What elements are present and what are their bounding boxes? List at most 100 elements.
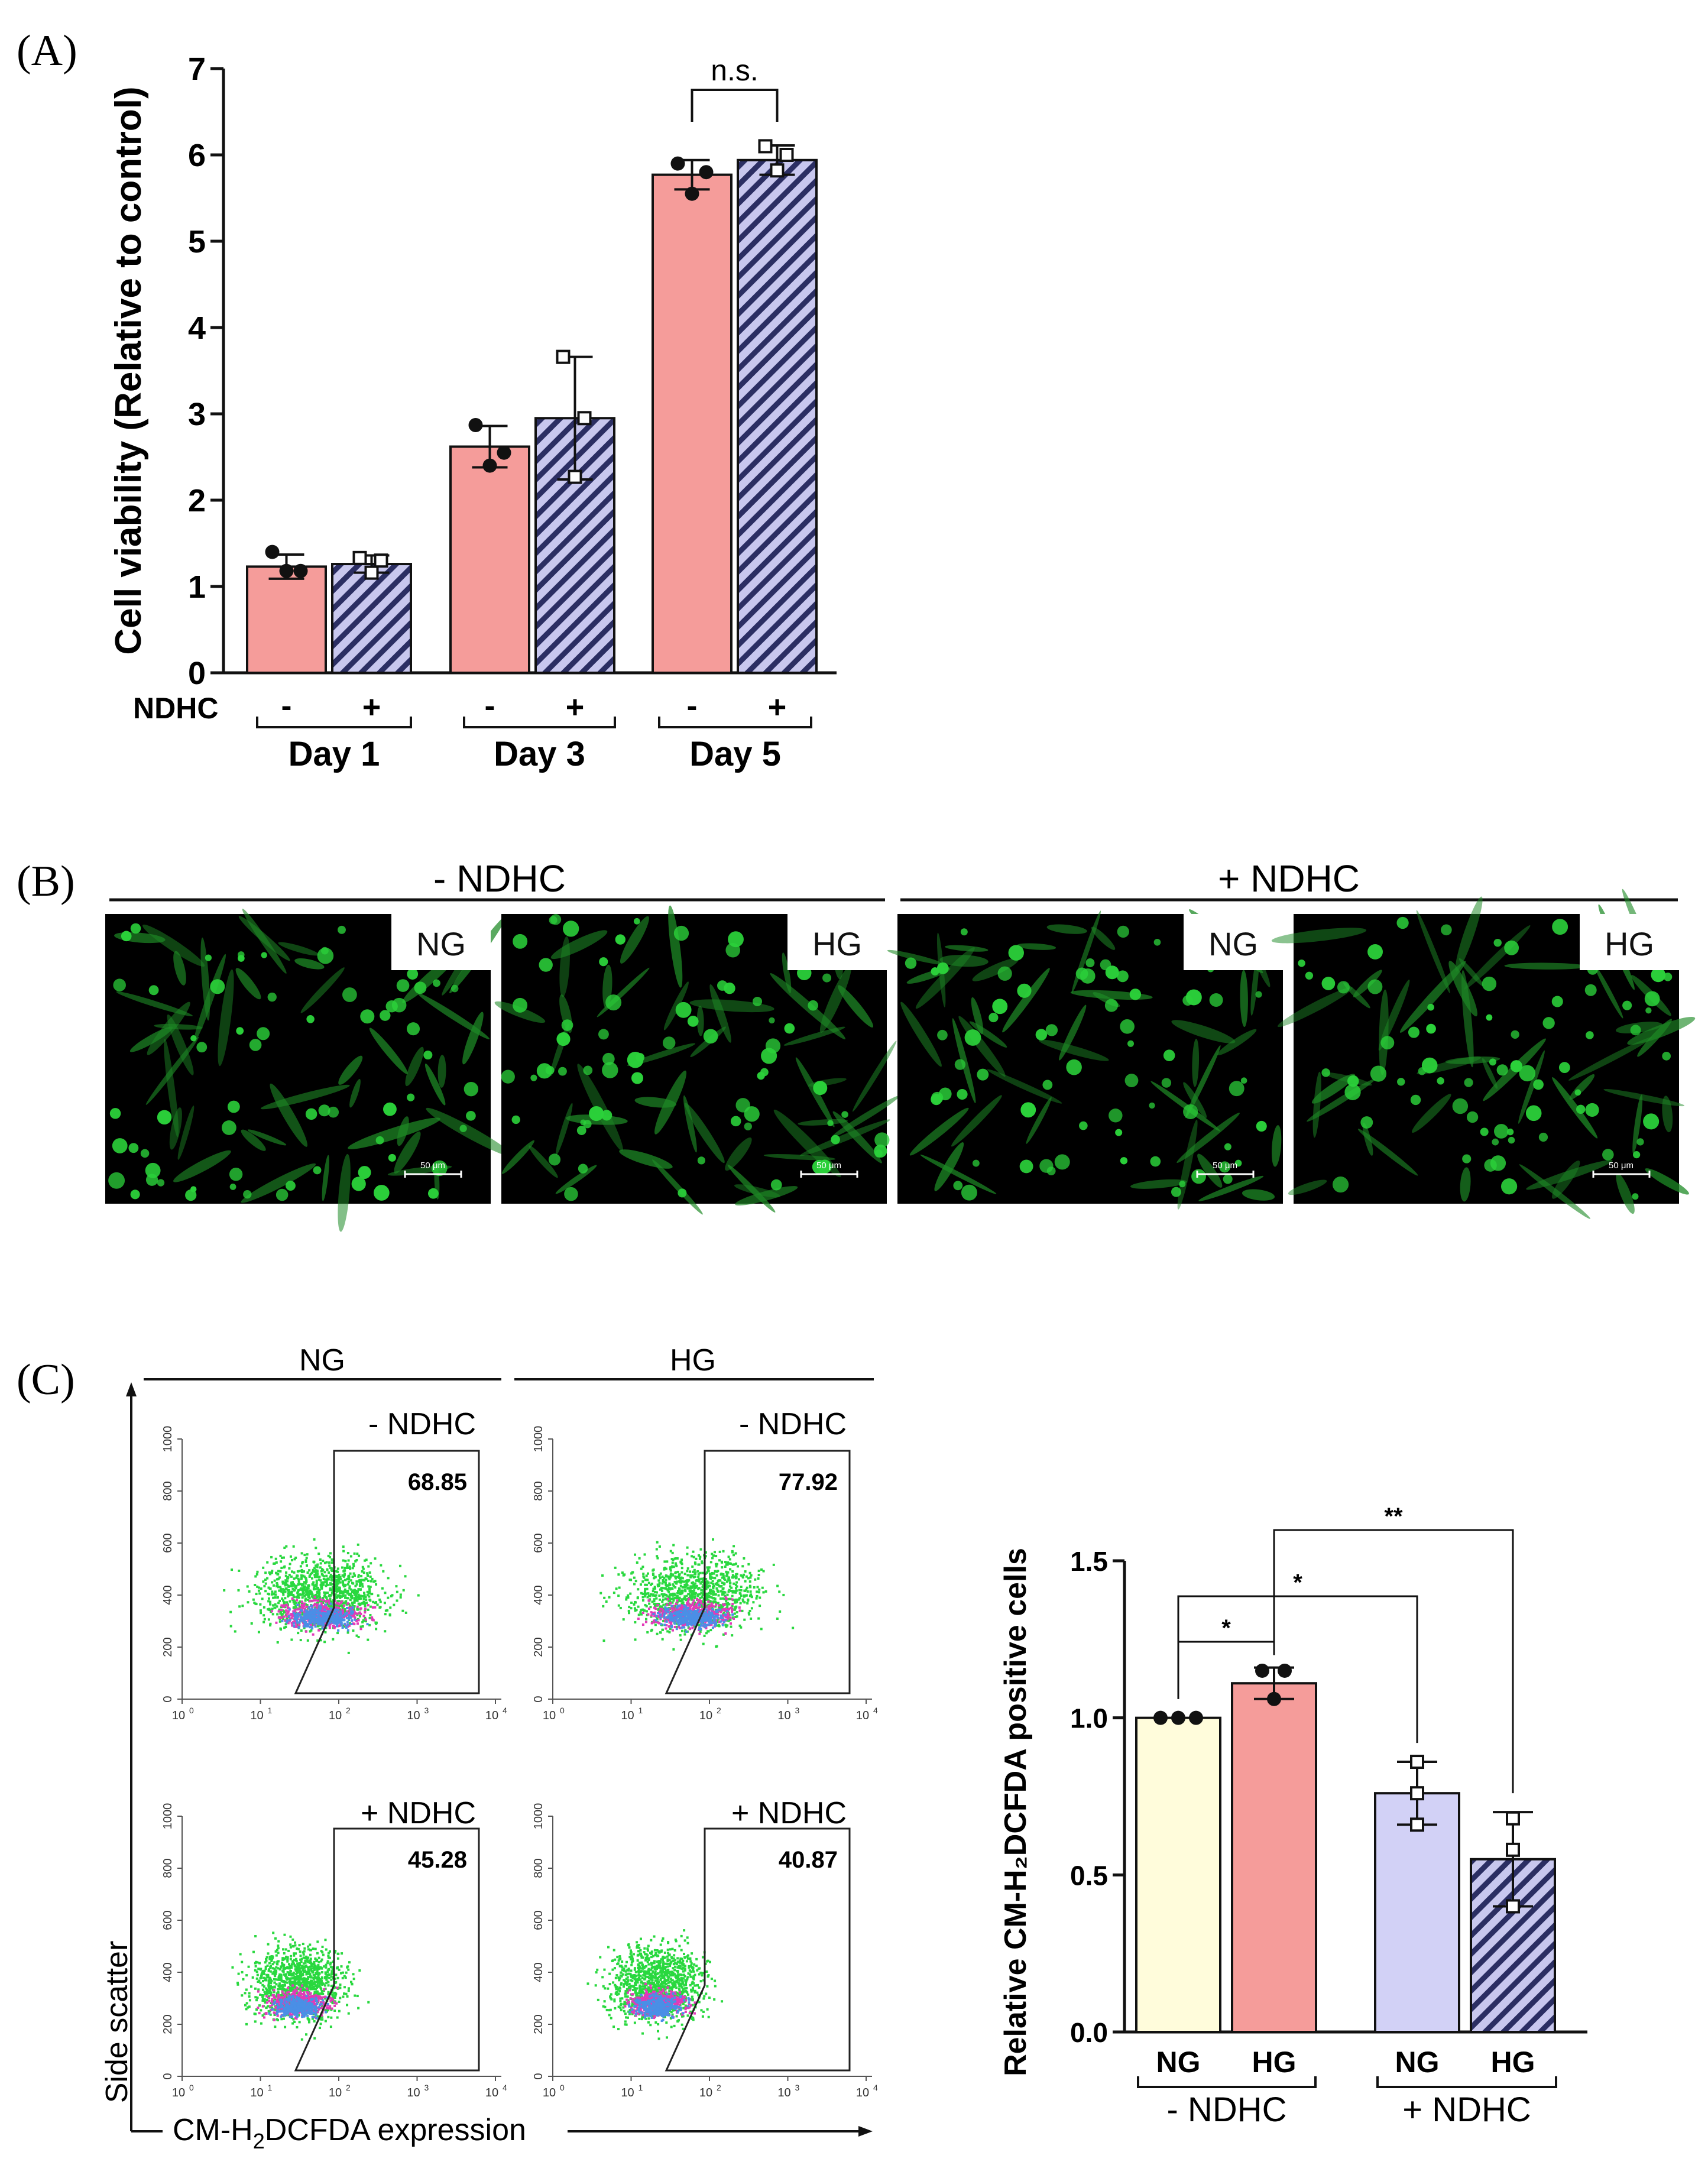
cell-process — [1192, 1038, 1200, 1087]
event-dot — [673, 1597, 676, 1600]
event-dot — [343, 1574, 346, 1577]
cell-nucleus — [1410, 1094, 1421, 1106]
event-dot — [733, 1590, 735, 1593]
event-dot — [366, 1574, 369, 1577]
event-dot — [351, 1606, 354, 1609]
event-dot — [717, 1620, 720, 1623]
event-dot — [299, 1605, 302, 1608]
cell-process — [1046, 924, 1087, 934]
event-dot — [281, 1961, 284, 1964]
event-dot — [730, 1586, 733, 1589]
event-dot — [322, 1602, 325, 1605]
event-dot — [322, 1622, 325, 1625]
event-dot — [654, 1594, 657, 1597]
event-dot — [654, 1623, 657, 1626]
cell-process — [550, 930, 608, 960]
event-dot — [686, 1574, 689, 1577]
event-dot — [713, 1551, 716, 1554]
cell-process — [725, 1137, 752, 1171]
event-dot — [341, 1976, 344, 1979]
event-dot — [665, 1598, 668, 1601]
event-dot — [661, 1582, 664, 1585]
event-dot — [348, 1576, 351, 1579]
event-dot — [693, 1584, 696, 1587]
event-dot — [688, 1609, 691, 1612]
event-dot — [367, 1638, 370, 1641]
event-dot — [653, 1600, 656, 1603]
event-dot — [762, 1591, 765, 1594]
cell-process — [322, 1155, 329, 1201]
ndhc-sign: - — [281, 688, 292, 724]
event-dot — [645, 1610, 648, 1613]
event-dot — [389, 1606, 392, 1609]
event-dot — [345, 1626, 348, 1629]
data-point — [265, 545, 280, 559]
event-dot — [279, 1587, 282, 1590]
event-dot — [672, 1648, 675, 1651]
event-dot — [679, 1609, 682, 1612]
event-dot — [332, 1625, 335, 1628]
event-dot — [637, 1605, 640, 1608]
event-dot — [378, 1598, 381, 1601]
event-dot — [325, 1580, 328, 1583]
event-dot — [681, 1577, 684, 1580]
event-dot — [294, 1605, 297, 1607]
event-dot — [324, 1592, 327, 1595]
event-dot — [691, 1603, 694, 1606]
event-dot — [735, 1573, 738, 1576]
event-dot — [319, 1639, 322, 1642]
event-dot — [672, 1599, 675, 1602]
event-dot — [354, 1560, 357, 1563]
event-dot — [289, 1967, 291, 1970]
event-dot — [703, 1634, 706, 1637]
event-dot — [248, 1995, 251, 1998]
cell-nucleus — [822, 973, 832, 983]
event-dot — [325, 1584, 328, 1587]
event-dot — [334, 1579, 337, 1581]
event-dot — [639, 1583, 642, 1586]
event-dot — [278, 1620, 281, 1623]
event-dot — [332, 1626, 335, 1629]
event-dot — [693, 1575, 696, 1578]
event-dot — [689, 1609, 692, 1612]
event-dot — [717, 1583, 720, 1586]
event-dot — [313, 1574, 316, 1577]
event-dot — [338, 1603, 341, 1606]
event-dot — [692, 1550, 695, 1553]
event-dot — [712, 1584, 715, 1587]
cell-nucleus — [501, 1069, 515, 1084]
event-dot — [704, 1620, 707, 1623]
cell-nucleus — [1418, 1067, 1426, 1075]
event-dot — [356, 1590, 359, 1593]
event-dot — [705, 1587, 708, 1590]
event-dot — [315, 1576, 318, 1579]
cell-nucleus — [953, 1181, 963, 1191]
event-dot — [659, 1607, 662, 1610]
cell-nucleus — [238, 951, 245, 958]
event-dot — [359, 1625, 362, 1628]
event-dot — [301, 1562, 304, 1565]
event-dot — [318, 1588, 321, 1591]
cell-nucleus — [578, 1163, 588, 1174]
event-dot — [661, 1610, 664, 1613]
event-dot — [329, 1587, 332, 1590]
cell-process — [1217, 1029, 1257, 1055]
event-dot — [683, 1633, 686, 1636]
event-dot — [660, 1607, 663, 1610]
flow-y-tick-label: 1000 — [161, 1803, 174, 1830]
event-dot — [402, 1589, 405, 1592]
event-dot — [718, 1620, 721, 1623]
event-dot — [274, 1603, 277, 1606]
cell-nucleus — [1585, 1103, 1599, 1117]
event-dot — [335, 1616, 338, 1619]
event-dot — [404, 1611, 407, 1614]
event-dot — [709, 1592, 712, 1595]
event-dot — [333, 1610, 336, 1613]
cell-nucleus — [513, 997, 528, 1013]
cell-process — [619, 1149, 673, 1169]
event-dot — [346, 1583, 349, 1586]
event-dot — [305, 1605, 308, 1608]
flow-x-tick-exp: 3 — [424, 1706, 429, 1715]
event-dot — [323, 1608, 326, 1611]
cell-nucleus — [703, 1029, 718, 1044]
